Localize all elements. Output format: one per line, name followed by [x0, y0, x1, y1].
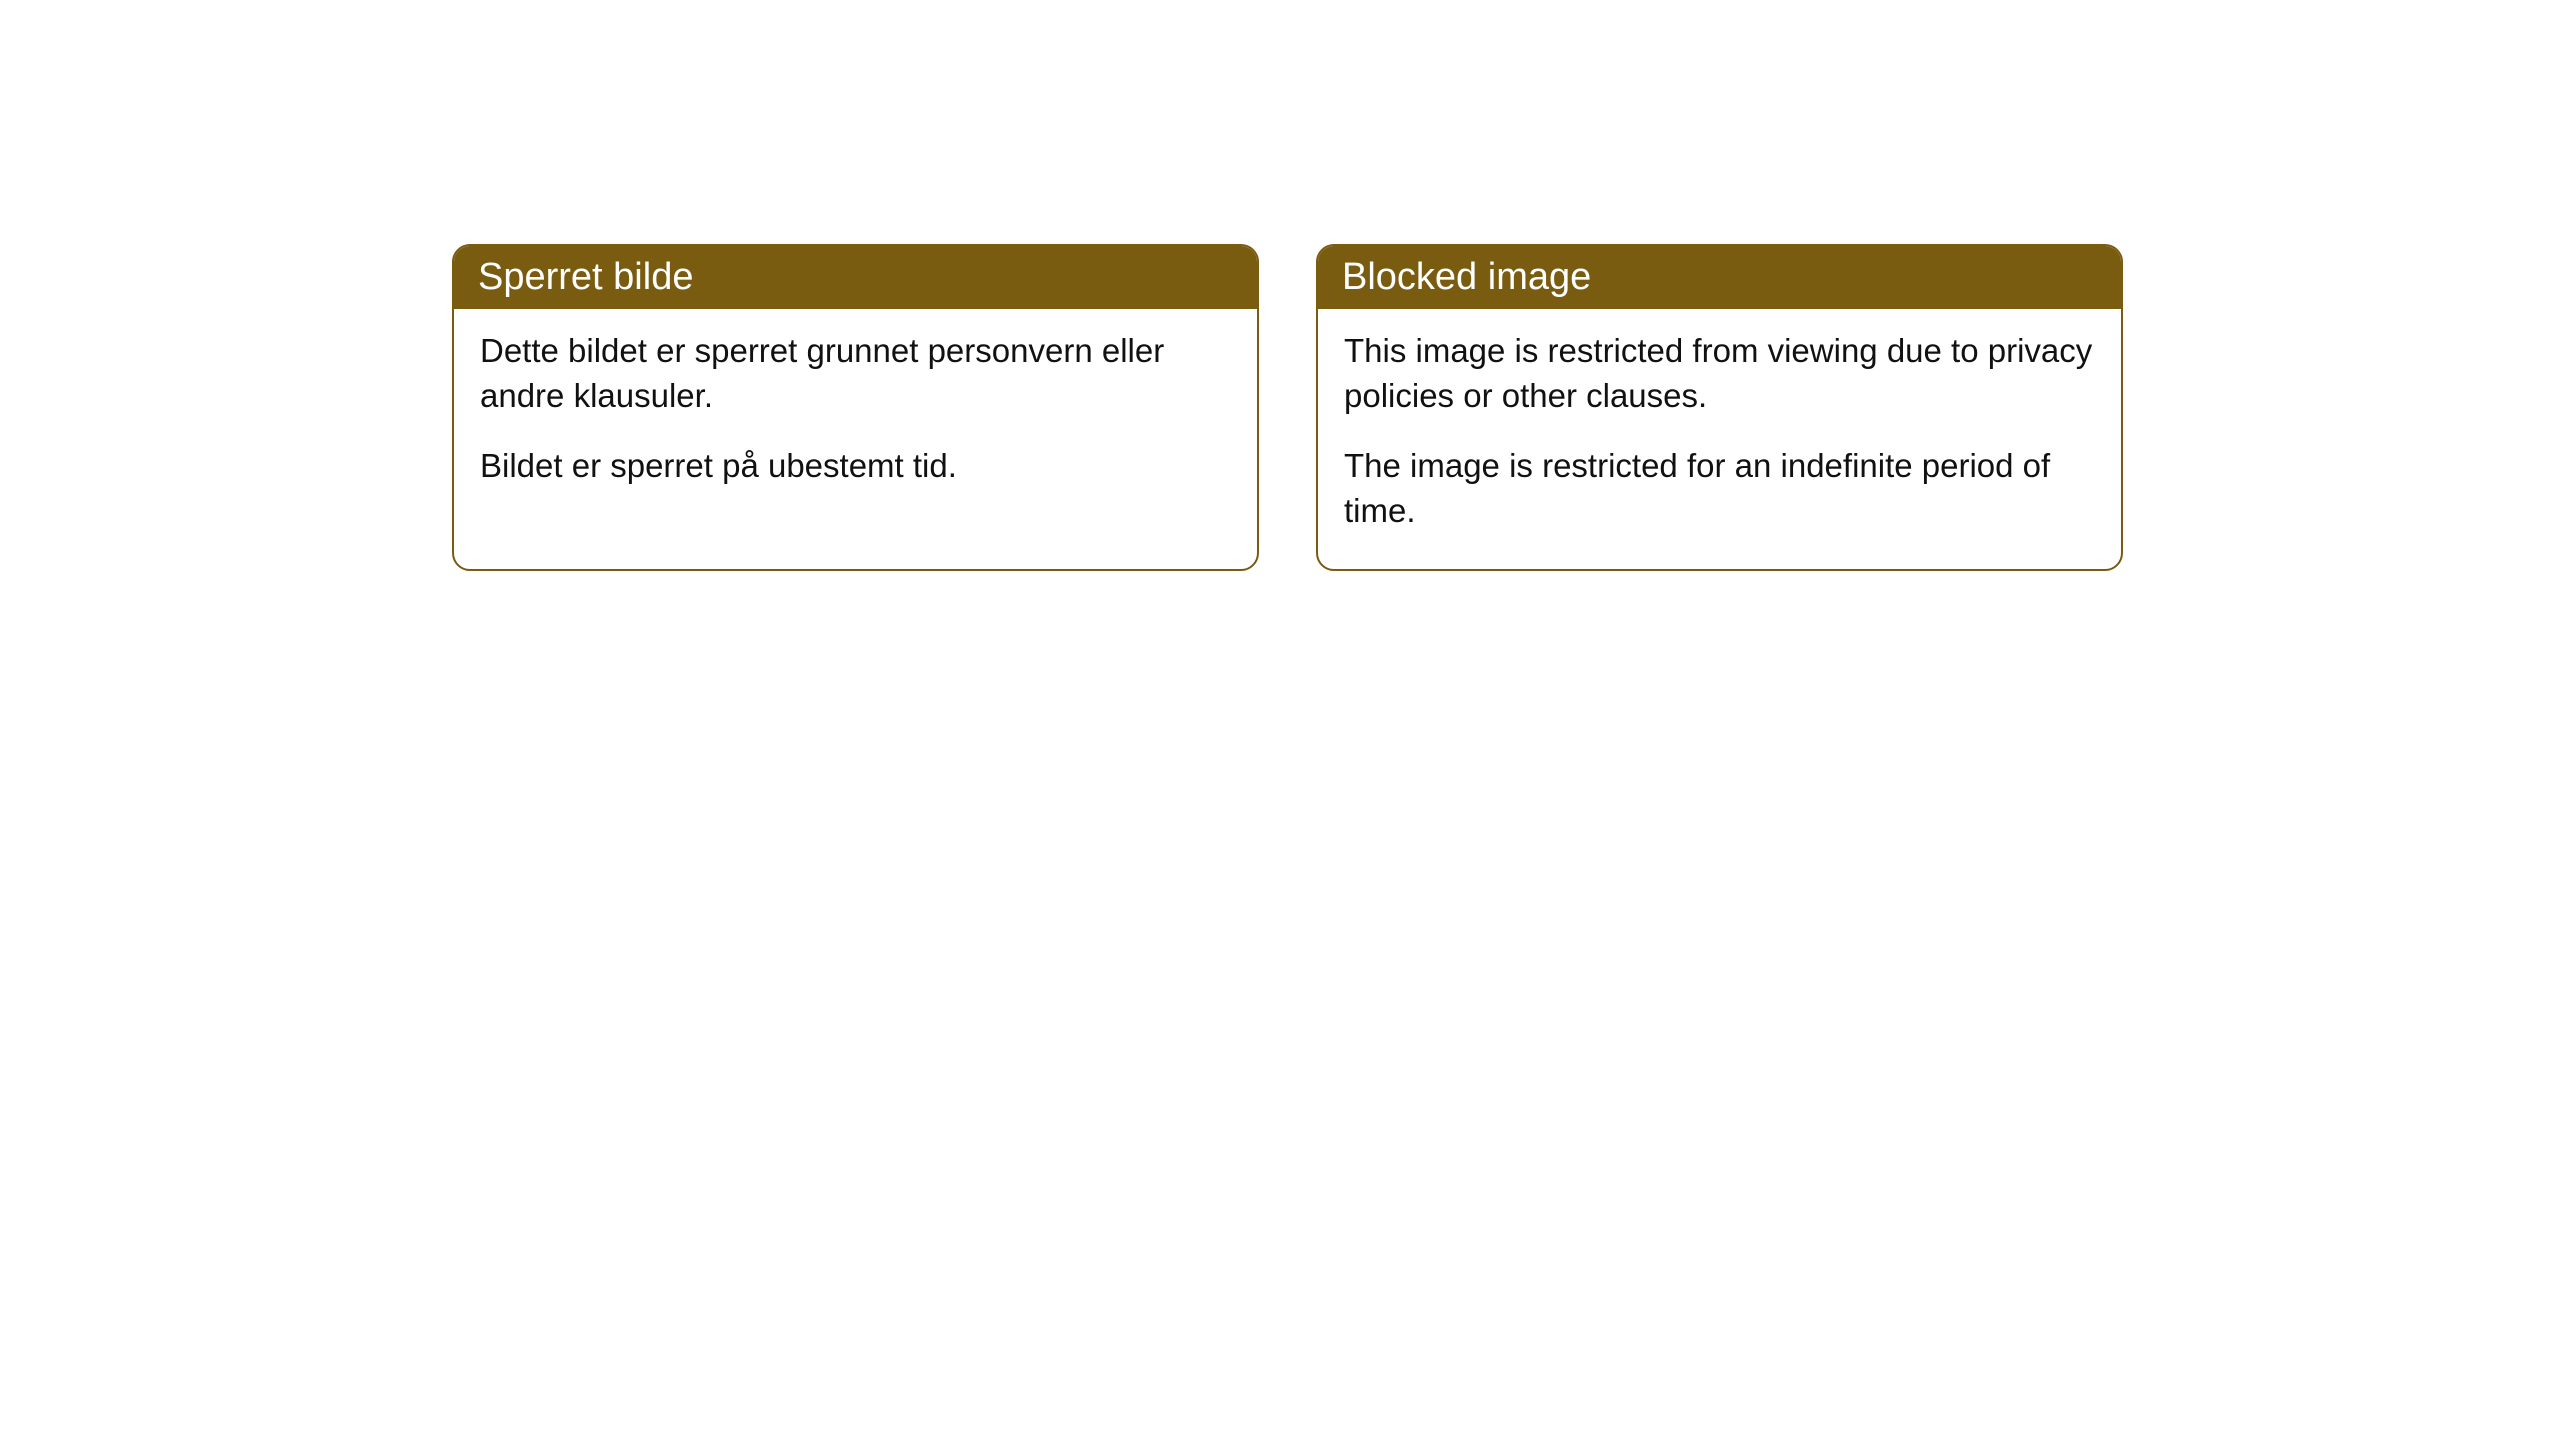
- card-paragraph: The image is restricted for an indefinit…: [1344, 444, 2095, 533]
- cards-container: Sperret bilde Dette bildet er sperret gr…: [452, 244, 2123, 571]
- card-header-norwegian: Sperret bilde: [454, 246, 1257, 309]
- card-title: Sperret bilde: [478, 256, 693, 298]
- card-body-norwegian: Dette bildet er sperret grunnet personve…: [454, 309, 1257, 525]
- card-body-english: This image is restricted from viewing du…: [1318, 309, 2121, 569]
- card-english: Blocked image This image is restricted f…: [1316, 244, 2123, 571]
- card-paragraph: This image is restricted from viewing du…: [1344, 329, 2095, 418]
- card-title: Blocked image: [1342, 256, 1591, 298]
- card-norwegian: Sperret bilde Dette bildet er sperret gr…: [452, 244, 1259, 571]
- card-paragraph: Dette bildet er sperret grunnet personve…: [480, 329, 1231, 418]
- card-paragraph: Bildet er sperret på ubestemt tid.: [480, 444, 1231, 489]
- card-header-english: Blocked image: [1318, 246, 2121, 309]
